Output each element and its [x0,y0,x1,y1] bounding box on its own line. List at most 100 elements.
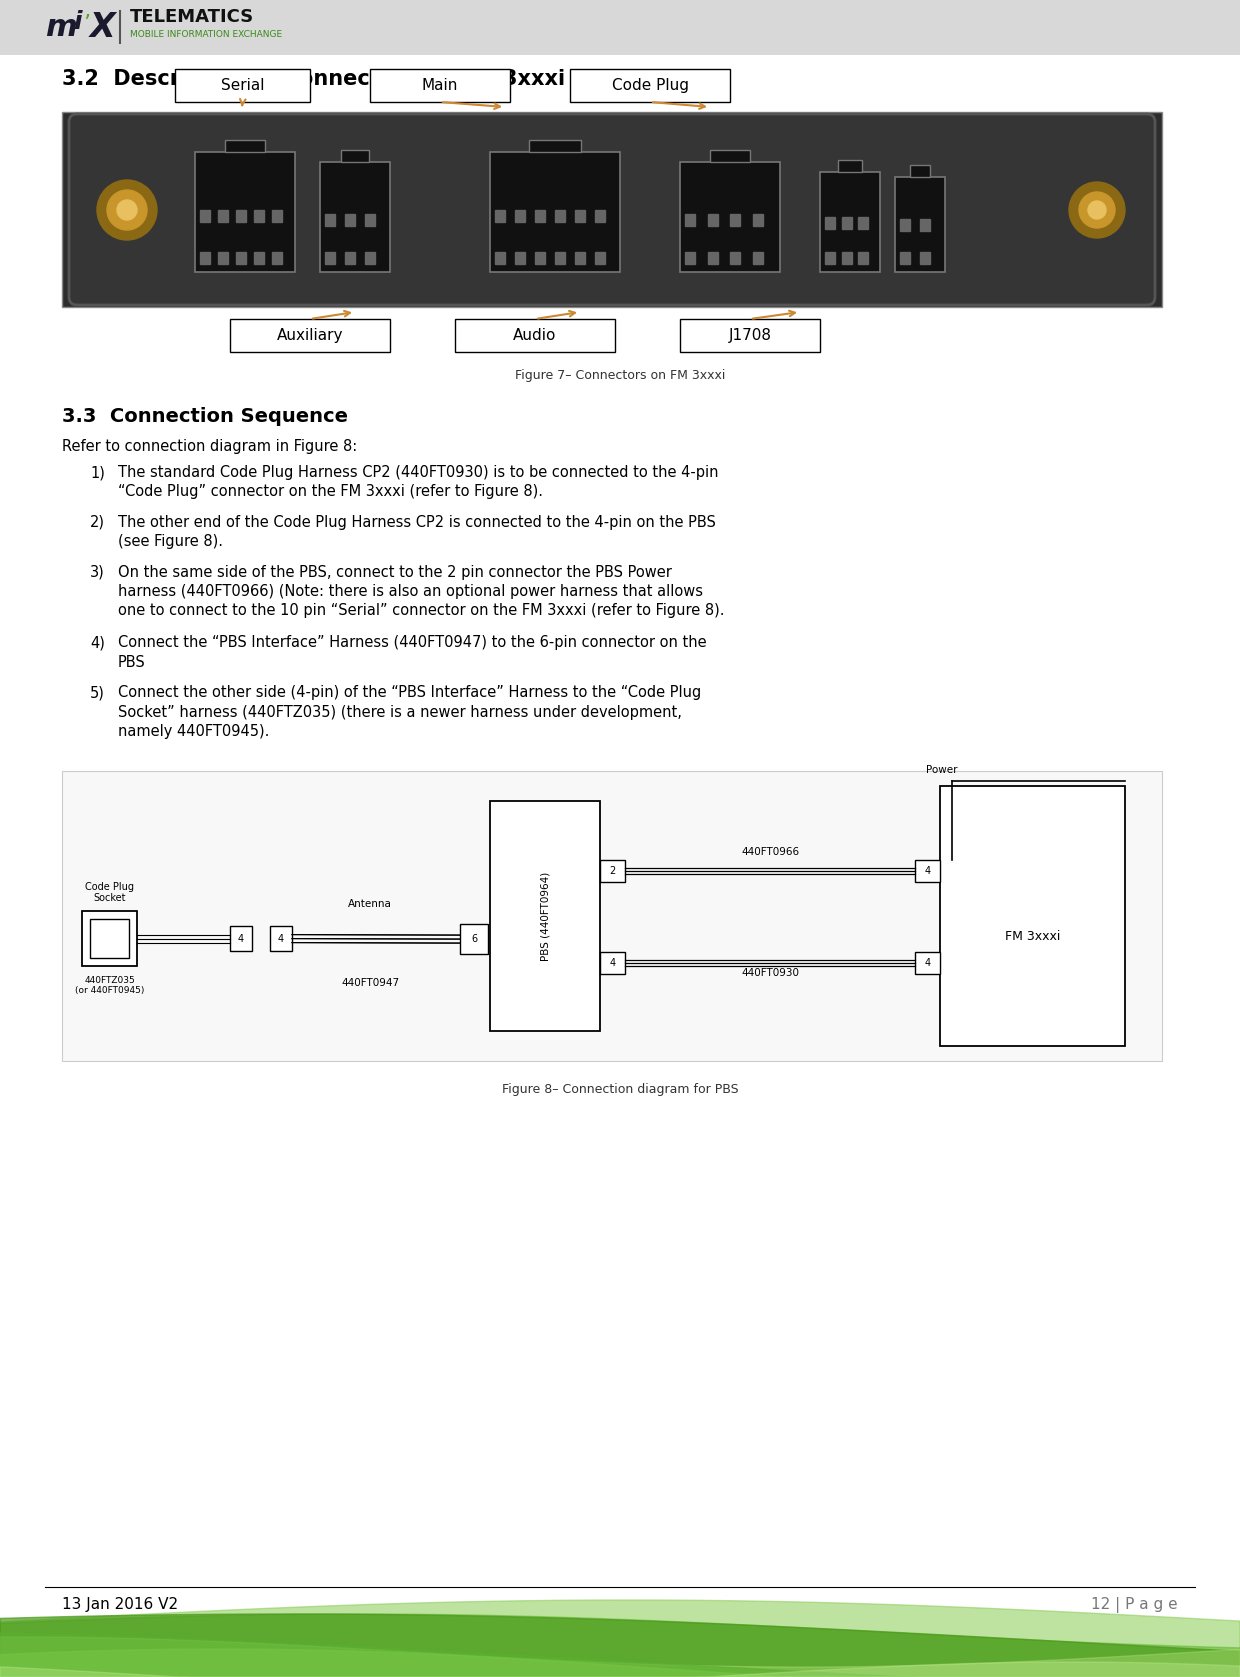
Text: Figure 8– Connection diagram for PBS: Figure 8– Connection diagram for PBS [502,1083,738,1097]
Bar [515,210,525,221]
Text: 4: 4 [278,934,284,944]
Text: 440FT0947: 440FT0947 [341,978,399,988]
Bar [365,252,374,263]
FancyBboxPatch shape [229,926,252,951]
Text: X: X [91,10,115,44]
Bar [534,210,546,221]
Bar [254,210,264,221]
Text: MOBILE INFORMATION EXCHANGE: MOBILE INFORMATION EXCHANGE [130,30,283,39]
FancyBboxPatch shape [680,319,820,352]
Text: 2: 2 [609,865,615,875]
Bar [495,252,505,263]
Circle shape [117,200,136,220]
Text: 6: 6 [471,934,477,944]
Bar [325,213,335,225]
Bar [920,252,930,263]
Bar [858,252,868,263]
FancyBboxPatch shape [910,164,930,178]
Text: PBS (440FT0964): PBS (440FT0964) [539,872,551,961]
Circle shape [1079,191,1115,228]
Bar [575,252,585,263]
Text: TELEMATICS: TELEMATICS [130,8,254,27]
FancyBboxPatch shape [711,149,750,163]
Bar [730,213,740,225]
FancyBboxPatch shape [600,860,625,882]
Text: Antenna: Antenna [348,899,392,909]
FancyBboxPatch shape [270,926,291,951]
Text: 3.3  Connection Sequence: 3.3 Connection Sequence [62,408,348,426]
Bar [684,213,694,225]
FancyBboxPatch shape [62,771,1162,1062]
Bar [365,213,374,225]
Bar [515,252,525,263]
FancyBboxPatch shape [195,153,295,272]
Bar [708,213,718,225]
Circle shape [1087,201,1106,220]
Bar [345,213,355,225]
FancyBboxPatch shape [680,163,780,272]
Bar [236,252,246,263]
Text: Connect the other side (4-pin) of the “PBS Interface” Harness to the “Code Plug
: Connect the other side (4-pin) of the “P… [118,686,702,740]
FancyBboxPatch shape [370,69,510,102]
Text: On the same side of the PBS, connect to the 2 pin connector the PBS Power
harnes: On the same side of the PBS, connect to … [118,565,724,619]
Bar [556,210,565,221]
Text: i: i [73,10,82,34]
FancyBboxPatch shape [529,139,582,153]
Bar [200,210,210,221]
Bar [858,216,868,230]
Text: m: m [45,12,77,42]
Bar [753,252,763,263]
Text: 3): 3) [91,565,104,580]
Bar [900,218,910,231]
Bar [595,252,605,263]
FancyBboxPatch shape [82,911,136,966]
Text: Serial: Serial [221,79,264,92]
Text: The other end of the Code Plug Harness CP2 is connected to the 4-pin on the PBS
: The other end of the Code Plug Harness C… [118,515,715,548]
Bar [556,252,565,263]
FancyBboxPatch shape [460,924,489,954]
FancyBboxPatch shape [895,178,945,272]
Text: Power: Power [926,765,957,775]
Bar [575,210,585,221]
FancyBboxPatch shape [838,159,862,173]
Text: J1708: J1708 [729,329,771,344]
Text: 3.2  Description of connectors on FM 3xxxi: 3.2 Description of connectors on FM 3xxx… [62,69,565,89]
Text: 440FT0930: 440FT0930 [742,968,799,978]
Text: Audio: Audio [513,329,557,344]
FancyBboxPatch shape [490,802,600,1031]
Text: 2): 2) [91,515,105,530]
FancyBboxPatch shape [915,860,940,882]
Bar [272,210,281,221]
Text: 5): 5) [91,686,105,701]
Text: 13 Jan 2016 V2: 13 Jan 2016 V2 [62,1597,179,1612]
Text: 4: 4 [925,958,930,968]
Bar [254,252,264,263]
FancyBboxPatch shape [320,163,391,272]
Bar [272,252,281,263]
FancyBboxPatch shape [490,153,620,272]
FancyBboxPatch shape [570,69,730,102]
Bar [842,216,852,230]
FancyBboxPatch shape [91,919,129,958]
Bar [684,252,694,263]
FancyBboxPatch shape [940,787,1125,1046]
FancyBboxPatch shape [229,319,391,352]
Bar [842,252,852,263]
Bar [920,218,930,231]
FancyBboxPatch shape [0,0,1240,55]
FancyBboxPatch shape [600,951,625,974]
Bar [595,210,605,221]
FancyBboxPatch shape [224,139,265,153]
Text: 4: 4 [238,934,244,944]
Bar [753,213,763,225]
Text: 4: 4 [609,958,615,968]
FancyBboxPatch shape [455,319,615,352]
Bar [218,210,228,221]
Text: Figure 7– Connectors on FM 3xxxi: Figure 7– Connectors on FM 3xxxi [515,369,725,382]
Text: 1): 1) [91,465,105,480]
Bar [200,252,210,263]
FancyBboxPatch shape [62,112,1162,307]
Text: Code Plug: Code Plug [611,79,688,92]
Text: 440FT0966: 440FT0966 [742,847,799,857]
Text: Main: Main [422,79,459,92]
